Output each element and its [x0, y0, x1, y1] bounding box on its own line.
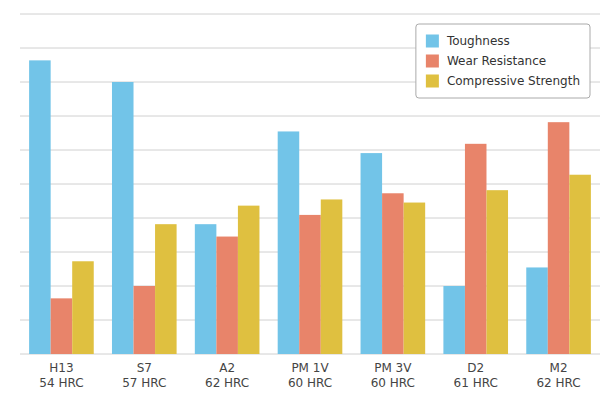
bar — [526, 267, 548, 354]
bar — [29, 60, 51, 354]
bar — [465, 144, 487, 354]
legend-swatch — [426, 55, 439, 68]
bar — [278, 131, 300, 354]
x-tick-label: PM 1V60 HRC — [288, 361, 332, 390]
bar — [486, 190, 508, 354]
grid-line — [20, 150, 600, 151]
chart: H1354 HRC S757 HRC A262 HRC PM 1V60 HRC PM 3… — [0, 0, 612, 408]
bar — [548, 122, 570, 354]
x-tick-label: S757 HRC — [122, 361, 166, 390]
bar — [382, 193, 404, 354]
bars — [29, 60, 591, 354]
bar — [443, 286, 465, 354]
legend-label: Compressive Strength — [447, 74, 580, 88]
bar — [195, 224, 217, 354]
x-tick-label: H1354 HRC — [39, 361, 83, 390]
legend-swatch — [426, 75, 439, 88]
bar — [361, 153, 383, 354]
bar — [238, 206, 260, 354]
bar — [321, 199, 343, 354]
legend-box — [416, 24, 590, 98]
bar — [404, 203, 426, 354]
bar — [155, 224, 177, 354]
bar — [299, 215, 321, 354]
legend-label: Wear Resistance — [447, 54, 546, 68]
legend: Toughness Wear Resistance Compressive Stre… — [416, 24, 590, 98]
bar — [216, 237, 238, 354]
bar — [134, 286, 156, 354]
x-tick-label: D261 HRC — [454, 361, 498, 390]
grid-line — [20, 116, 600, 117]
bar — [51, 298, 73, 354]
x-axis: H1354 HRC S757 HRC A262 HRC PM 1V60 HRC PM 3… — [39, 361, 580, 390]
x-tick-label: PM 3V60 HRC — [371, 361, 415, 390]
legend-swatch — [426, 35, 439, 48]
chart-container: H1354 HRC S757 HRC A262 HRC PM 1V60 HRC PM 3… — [0, 0, 612, 408]
bar — [72, 261, 94, 354]
bar — [112, 82, 134, 354]
grid-line — [20, 184, 600, 185]
bar — [569, 175, 591, 354]
x-tick-label: M262 HRC — [536, 361, 580, 390]
grid — [20, 14, 600, 354]
x-tick-label: A262 HRC — [205, 361, 249, 390]
legend-label: Toughness — [446, 34, 510, 48]
grid-line — [20, 14, 600, 15]
